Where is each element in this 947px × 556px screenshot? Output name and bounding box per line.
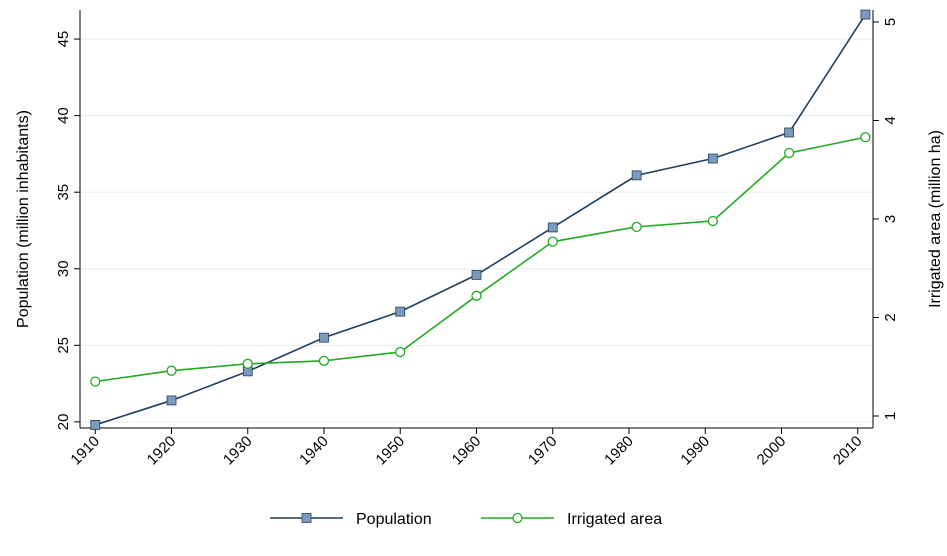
irrigated-area-point: [707, 215, 719, 227]
irrigated-area-point: [166, 365, 177, 376]
population-point: [471, 269, 482, 280]
irrigated-area-point: [631, 221, 642, 233]
right-y-tick-label: 2: [882, 313, 899, 321]
irrigated-area-point: [90, 376, 101, 387]
left-y-tick-label: 30: [55, 260, 72, 277]
population-point: [319, 332, 329, 343]
population-point: [547, 222, 558, 233]
legend: Population Irrigated area: [270, 511, 662, 528]
legend-irrigated-area-marker: [512, 512, 523, 524]
x-tick-label: 1960: [449, 433, 485, 469]
x-axis-ticks: 1910 1920 1930 1940 1950 1960 1970 1980 1990 2000…: [67, 428, 866, 469]
left-y-tick-label: 40: [55, 107, 72, 124]
x-tick-label: 1930: [220, 433, 256, 469]
right-y-tick-label: 3: [882, 215, 899, 223]
x-tick-label: 1980: [601, 433, 637, 469]
legend-irrigated-area-label: Irrigated area: [567, 511, 662, 528]
population-point: [166, 395, 177, 406]
irrigated-area-point: [242, 358, 253, 369]
right-y-tick-label: 4: [882, 116, 899, 124]
x-tick-label: 2000: [754, 433, 790, 469]
irrigated-area-point: [860, 132, 871, 143]
irrigated-area-point: [395, 346, 406, 358]
left-y-axis-ticks: 20 25 30 35 40 45: [55, 31, 80, 430]
irrigated-area-point: [783, 147, 795, 159]
irrigated-area-point: [471, 290, 482, 301]
legend-population-label: Population: [356, 511, 432, 528]
right-y-tick-label: 5: [882, 18, 899, 26]
left-y-tick-label: 35: [55, 184, 72, 201]
population-point: [860, 9, 871, 20]
series-layer: [90, 9, 871, 430]
left-y-tick-label: 45: [55, 31, 72, 48]
x-tick-label: 1990: [677, 433, 713, 469]
population-point: [631, 170, 642, 181]
x-tick-label: 1920: [144, 433, 180, 469]
x-tick-label: 1940: [296, 433, 332, 469]
population-line: [95, 14, 867, 426]
irrigated-area-point: [547, 236, 558, 247]
x-tick-label: 1950: [372, 433, 408, 469]
axes: [79, 10, 874, 429]
population-point: [707, 153, 718, 164]
right-y-axis-ticks: 1 2 3 4 5: [873, 18, 899, 420]
left-y-tick-label: 25: [55, 337, 72, 354]
x-tick-label: 1910: [67, 433, 103, 469]
grid: [80, 38, 873, 423]
left-y-tick-label: 20: [55, 414, 72, 431]
population-point: [395, 306, 406, 317]
x-tick-label: 2010: [830, 433, 866, 469]
population-point: [784, 127, 795, 138]
irrigated-area-point: [318, 355, 330, 366]
left-y-axis-title: Population (million inhabitants): [15, 110, 32, 328]
right-y-axis-title: Irrigated area (million ha): [927, 130, 944, 308]
right-y-tick-label: 1: [882, 412, 899, 420]
legend-population-marker: [301, 513, 312, 523]
x-tick-label: 1970: [525, 433, 561, 469]
population-point: [90, 420, 101, 430]
